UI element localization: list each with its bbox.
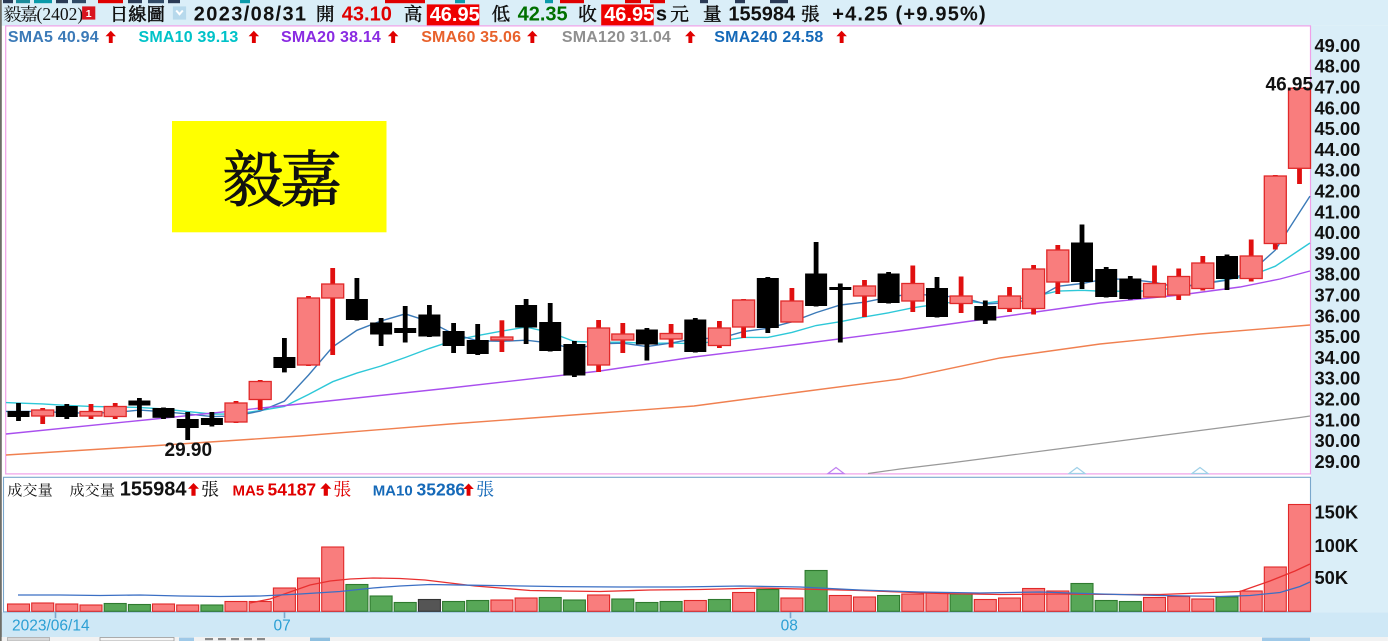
- svg-text:SMA20 38.14: SMA20 38.14: [281, 29, 381, 46]
- svg-text:43.00: 43.00: [1315, 160, 1361, 181]
- svg-text:155984: 155984: [120, 479, 188, 501]
- svg-text:31.00: 31.00: [1315, 409, 1361, 430]
- svg-text:s: s: [656, 4, 667, 26]
- svg-text:32.00: 32.00: [1315, 389, 1361, 410]
- svg-text:48.00: 48.00: [1315, 56, 1361, 77]
- svg-text:38.00: 38.00: [1315, 264, 1361, 285]
- svg-text:54187: 54187: [268, 480, 317, 500]
- svg-text:SMA10 39.13: SMA10 39.13: [139, 29, 239, 46]
- svg-text:07: 07: [274, 618, 291, 635]
- svg-text:40.00: 40.00: [1315, 222, 1361, 243]
- svg-text:41.00: 41.00: [1315, 201, 1361, 222]
- svg-text:1: 1: [86, 8, 92, 20]
- svg-text:37.00: 37.00: [1315, 285, 1361, 306]
- svg-text:47.00: 47.00: [1315, 77, 1361, 98]
- svg-text:MA5: MA5: [233, 483, 265, 500]
- svg-text:SMA120 31.04: SMA120 31.04: [562, 29, 671, 46]
- svg-text:45.00: 45.00: [1315, 118, 1361, 139]
- svg-text:+4.25 (+9.95%): +4.25 (+9.95%): [832, 4, 987, 26]
- svg-text:46.00: 46.00: [1315, 97, 1361, 118]
- svg-text:155984: 155984: [728, 4, 796, 26]
- svg-text:46.95: 46.95: [1266, 75, 1314, 96]
- svg-text:42.35: 42.35: [518, 4, 568, 26]
- svg-text:35286: 35286: [417, 480, 466, 500]
- svg-text:46.95: 46.95: [604, 4, 654, 26]
- svg-text:(2402): (2402): [37, 4, 84, 24]
- svg-text:150K: 150K: [1315, 501, 1360, 522]
- svg-text:SMA240 24.58: SMA240 24.58: [714, 29, 823, 46]
- svg-text:50K: 50K: [1315, 567, 1349, 588]
- svg-text:2023/08/31: 2023/08/31: [194, 4, 308, 26]
- svg-text:29.90: 29.90: [165, 440, 213, 461]
- svg-text:35.00: 35.00: [1315, 326, 1361, 347]
- svg-text:29.00: 29.00: [1315, 451, 1361, 472]
- svg-text:100K: 100K: [1315, 535, 1360, 556]
- svg-text:08: 08: [781, 618, 798, 635]
- svg-text:MA10: MA10: [373, 483, 413, 500]
- svg-text:SMA60 35.06: SMA60 35.06: [421, 29, 521, 46]
- svg-text:42.00: 42.00: [1315, 181, 1361, 202]
- svg-text:44.00: 44.00: [1315, 139, 1361, 160]
- svg-text:39.00: 39.00: [1315, 243, 1361, 264]
- svg-text:34.00: 34.00: [1315, 347, 1361, 368]
- svg-text:33.00: 33.00: [1315, 368, 1361, 389]
- svg-text:2023/06/14: 2023/06/14: [12, 618, 90, 635]
- svg-text:46.95: 46.95: [430, 4, 480, 26]
- svg-text:49.00: 49.00: [1315, 35, 1361, 56]
- svg-text:43.10: 43.10: [342, 4, 392, 26]
- svg-text:36.00: 36.00: [1315, 305, 1361, 326]
- svg-text:30.00: 30.00: [1315, 430, 1361, 451]
- svg-text:SMA5 40.94: SMA5 40.94: [8, 29, 99, 46]
